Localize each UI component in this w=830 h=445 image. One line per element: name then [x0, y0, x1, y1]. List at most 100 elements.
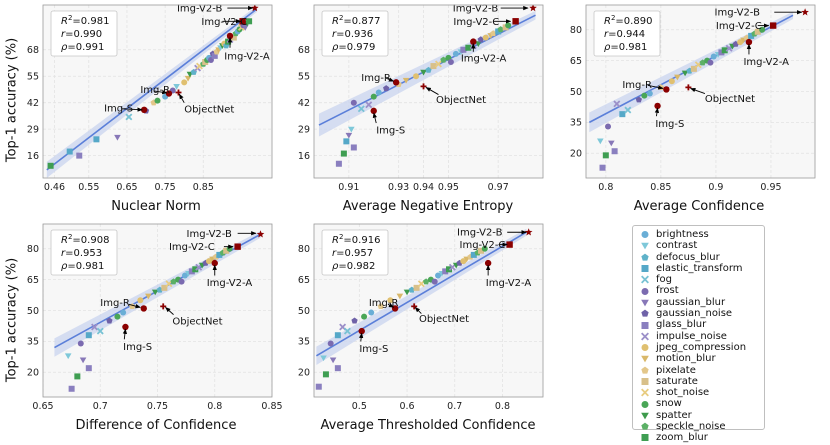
y-tick-label: 65 — [570, 56, 582, 67]
x-axis-label-nuclear-norm: Nuclear Norm — [111, 199, 201, 214]
annotation-arrow — [654, 107, 660, 117]
data-point-elastic_transform — [85, 332, 92, 339]
data-point-snow — [481, 245, 488, 252]
x-tick-label: 0.7 — [447, 401, 462, 412]
data-point-zoom_blur — [192, 266, 199, 273]
data-point-snow — [505, 22, 512, 29]
legend-marker-icon — [641, 332, 649, 341]
annotation-label: Img-V2-A — [224, 51, 270, 62]
legend-label: brightness — [656, 229, 709, 240]
data-point-shot_noise — [434, 60, 442, 68]
y-axis-label-top: Top-1 accuracy (%) — [2, 5, 22, 195]
data-point-jpeg_compression — [482, 34, 489, 41]
legend-item-frost: frost — [639, 285, 764, 296]
stat-rho: ρ=0.979 — [332, 42, 375, 53]
data-point-jpeg_compression — [413, 73, 420, 80]
legend-marker-icon — [641, 344, 649, 352]
data-point-saturate — [413, 284, 420, 291]
legend-marker-shot-noise — [641, 388, 649, 397]
data-point-jpeg_compression — [181, 79, 188, 86]
legend-marker-glass-blur — [641, 321, 649, 329]
point-objectnet — [160, 303, 167, 310]
data-point-spatter — [151, 289, 159, 296]
data-point-elastic_transform — [334, 332, 341, 339]
data-point-elastic_transform — [343, 138, 350, 145]
x-tick-label: 0.55 — [78, 182, 99, 193]
stats-box — [321, 10, 389, 57]
plot-frame — [585, 4, 816, 179]
y-tick-label: 16 — [27, 151, 39, 162]
legend-label: fog — [656, 274, 672, 286]
y-tick-label: 20 — [298, 368, 310, 379]
data-point-jpeg_compression — [737, 39, 744, 46]
y-tick-label: 65 — [298, 275, 310, 286]
annotation-label: Img-R — [369, 298, 399, 309]
stat-r2: R2=0.916 — [332, 233, 380, 246]
y-tick-label: 80 — [570, 25, 582, 36]
point-img-v2-c — [769, 22, 777, 29]
legend-marker-icon — [641, 388, 649, 397]
stats-box — [50, 10, 118, 57]
point-objectnet — [411, 303, 418, 310]
data-point-contrast — [320, 355, 327, 362]
data-point-spatter — [474, 41, 482, 47]
data-point-brightness — [368, 309, 375, 316]
legend-marker-icon — [641, 309, 649, 317]
x-tick-label: 0.95 — [438, 182, 459, 193]
x-tick-label: 0.97 — [488, 182, 509, 193]
data-point-saturate — [502, 24, 509, 31]
point-objectnet — [685, 84, 692, 91]
annotation-label: ObjectNet — [172, 316, 222, 327]
legend-marker-gaussian-noise — [641, 309, 649, 317]
legend-item-spatter: spatter — [639, 410, 764, 421]
data-point-frost — [605, 123, 612, 130]
legend-item-impulse-noise: impulse_noise — [639, 331, 764, 342]
legend-item-snow: snow — [639, 398, 764, 409]
y-tick-label: 20 — [27, 368, 39, 379]
data-point-brightness — [375, 89, 382, 96]
y-tick-label: 16 — [298, 151, 310, 162]
legend-item-elastic-transform: elastic_transform — [639, 263, 764, 274]
y-axis-label-top-text: Top-1 accuracy (%) — [4, 37, 20, 163]
data-point-glass_blur — [85, 365, 92, 372]
legend-label: speckle_noise — [656, 421, 726, 433]
legend-label: shot_noise — [656, 387, 710, 399]
y-tick-label: 50 — [298, 306, 310, 317]
stat-r2: R2=0.890 — [604, 14, 652, 27]
point-img-v2-c — [512, 18, 519, 25]
data-point-zoom_blur — [322, 371, 329, 378]
legend-item-contrast: contrast — [639, 240, 764, 251]
data-point-saturate — [690, 65, 697, 72]
x-tick-label: 0.75 — [147, 401, 168, 412]
data-point-zoom_blur — [602, 152, 609, 159]
annotation-arrow — [386, 77, 395, 82]
legend-item-gaussian-blur: gaussian_blur — [639, 297, 764, 308]
x-tick-label: 0.94 — [413, 182, 434, 193]
data-point-glass_blur — [460, 46, 467, 53]
point-img-v2-c — [239, 18, 246, 25]
data-point-impulse_noise — [613, 100, 621, 108]
annotation-label: ObjectNet — [184, 104, 234, 115]
legend-marker-impulse-noise — [641, 332, 649, 341]
annotation-label: ObjectNet — [419, 314, 469, 325]
y-tick-label: 50 — [570, 87, 582, 98]
x-axis-label-average-confidence: Average Confidence — [633, 199, 765, 214]
annotation-label: Img-V2-C — [460, 240, 506, 251]
legend-marker-elastic-transform — [641, 265, 649, 273]
data-point-frost — [431, 278, 438, 285]
plot-area — [586, 5, 815, 178]
data-point-zoom_blur — [340, 150, 347, 157]
data-point-gaussian_blur — [79, 357, 87, 364]
annotation-label: ObjectNet — [705, 94, 755, 105]
data-point-gaussian_blur — [329, 357, 337, 364]
legend-item-brightness: brightness — [639, 229, 764, 240]
annotation-arrow — [372, 112, 377, 124]
legend-label: glass_blur — [656, 319, 707, 331]
plot-frame — [42, 4, 273, 179]
y-tick-label: 80 — [298, 244, 310, 255]
annotation-label: Img-V2-C — [716, 21, 762, 32]
legend-marker-gaussian-blur — [641, 299, 649, 307]
annotation-label: Img-R — [361, 73, 391, 84]
regression-line — [315, 231, 527, 357]
